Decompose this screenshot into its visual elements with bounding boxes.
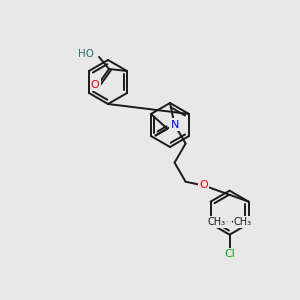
Text: CH₃: CH₃: [208, 217, 226, 227]
Text: HO: HO: [78, 49, 94, 59]
Text: CH₃: CH₃: [233, 217, 252, 227]
Text: O: O: [91, 80, 99, 90]
Text: O: O: [199, 180, 208, 190]
Text: N: N: [170, 119, 179, 130]
Text: Cl: Cl: [224, 249, 235, 259]
